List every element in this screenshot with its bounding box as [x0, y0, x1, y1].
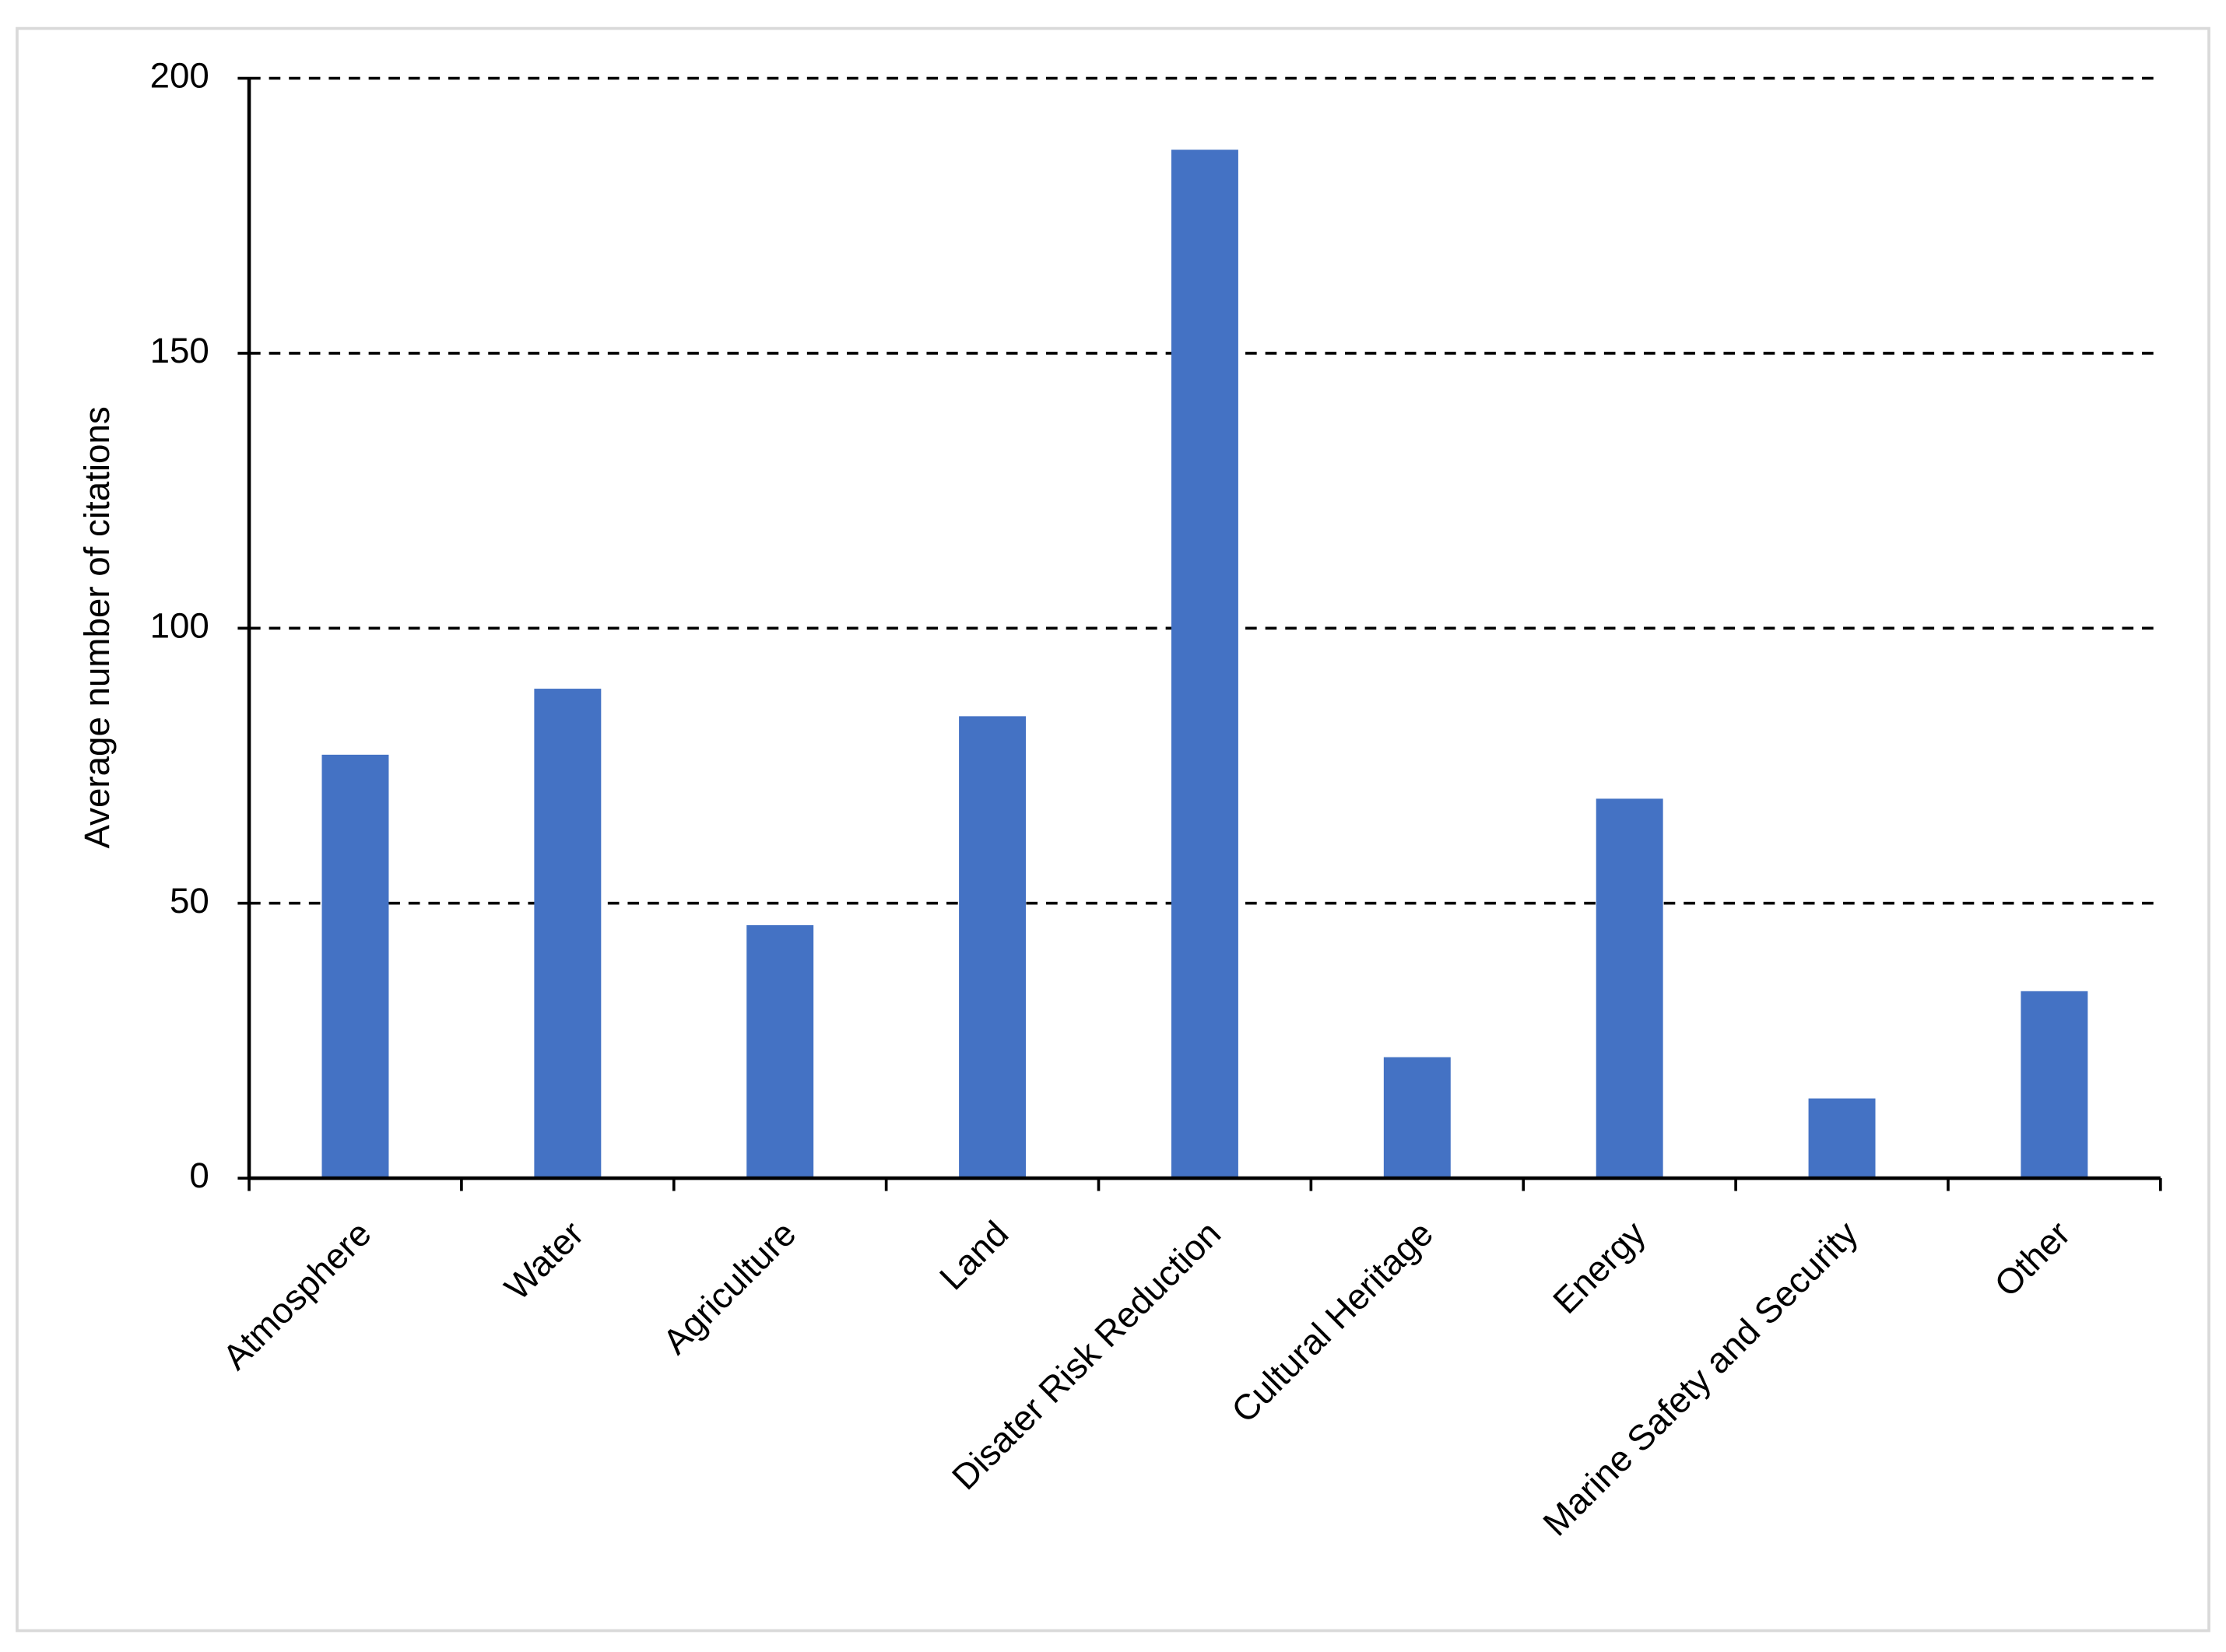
bar	[1808, 1098, 1876, 1179]
bar	[746, 924, 814, 1179]
y-tick-label: 200	[150, 56, 209, 96]
y-tick-label: 150	[150, 331, 209, 370]
y-tick-label: 100	[150, 605, 209, 645]
bar	[2021, 991, 2088, 1179]
bar	[1383, 1057, 1451, 1179]
bar	[959, 716, 1027, 1179]
y-tick-label: 0	[189, 1156, 209, 1195]
bar	[321, 754, 389, 1179]
y-tick-label: 50	[170, 881, 209, 921]
bar	[534, 689, 602, 1179]
bar	[1596, 798, 1663, 1179]
bar	[1171, 149, 1238, 1179]
y-axis-title: Average number of citations	[77, 406, 117, 848]
